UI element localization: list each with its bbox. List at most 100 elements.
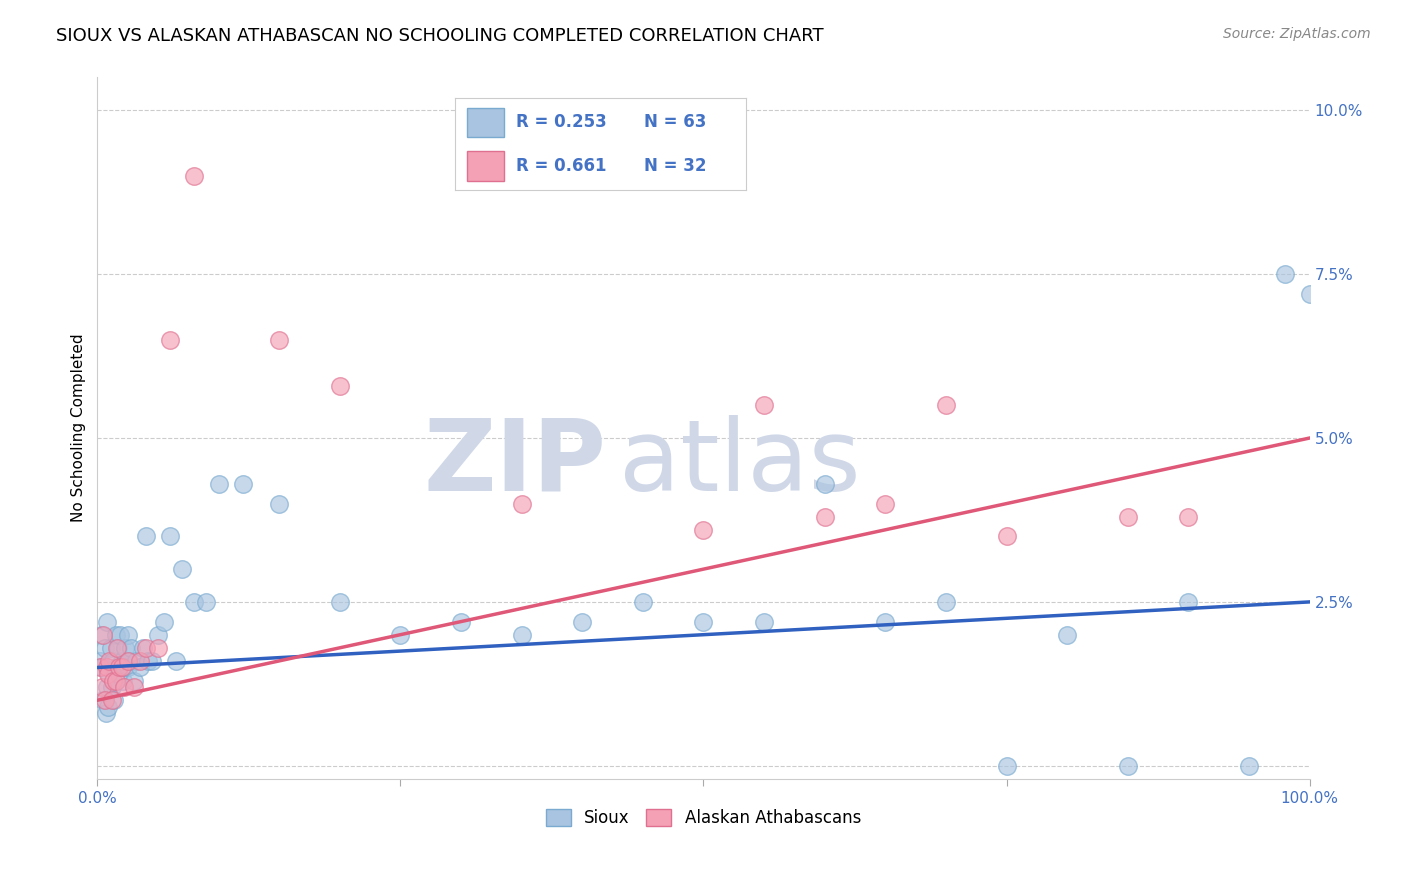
Point <box>101 693 124 707</box>
Point <box>100 640 122 655</box>
Point <box>93 628 115 642</box>
Point <box>97 699 120 714</box>
Point <box>112 680 135 694</box>
Point <box>118 654 141 668</box>
Point <box>1237 759 1260 773</box>
Point <box>389 628 412 642</box>
Point <box>122 680 145 694</box>
Point <box>101 680 124 694</box>
Point <box>153 615 176 629</box>
Point <box>101 673 124 688</box>
Point <box>183 169 205 183</box>
Point <box>132 640 155 655</box>
Point <box>159 333 181 347</box>
Point <box>752 615 775 629</box>
Point <box>117 628 139 642</box>
Point <box>98 654 121 668</box>
Point <box>120 640 142 655</box>
Point <box>146 640 169 655</box>
Point <box>232 476 254 491</box>
Text: Source: ZipAtlas.com: Source: ZipAtlas.com <box>1223 27 1371 41</box>
Point <box>269 497 291 511</box>
Point <box>111 673 134 688</box>
Point <box>107 640 129 655</box>
Point <box>159 529 181 543</box>
Point <box>135 640 157 655</box>
Point <box>96 660 118 674</box>
Point <box>1116 759 1139 773</box>
Point <box>105 640 128 655</box>
Point <box>117 654 139 668</box>
Point <box>110 660 132 674</box>
Text: ZIP: ZIP <box>423 415 606 512</box>
Point <box>104 628 127 642</box>
Point <box>89 660 111 674</box>
Point <box>631 595 654 609</box>
Point <box>875 615 897 629</box>
Point <box>935 595 957 609</box>
Point <box>93 693 115 707</box>
Point <box>1274 267 1296 281</box>
Point <box>108 660 131 674</box>
Point <box>136 654 159 668</box>
Point <box>104 673 127 688</box>
Point <box>329 378 352 392</box>
Point <box>96 615 118 629</box>
Point <box>122 673 145 688</box>
Point <box>875 497 897 511</box>
Point <box>128 660 150 674</box>
Point <box>112 660 135 674</box>
Point <box>98 667 121 681</box>
Point <box>110 654 132 668</box>
Point <box>207 476 229 491</box>
Point <box>995 529 1018 543</box>
Point <box>104 673 127 688</box>
Point <box>1298 286 1320 301</box>
Point <box>128 654 150 668</box>
Point <box>97 667 120 681</box>
Point <box>89 654 111 668</box>
Point <box>94 706 117 721</box>
Point <box>91 660 114 674</box>
Point <box>692 523 714 537</box>
Y-axis label: No Schooling Completed: No Schooling Completed <box>72 334 86 523</box>
Point <box>165 654 187 668</box>
Point <box>108 667 131 681</box>
Point <box>329 595 352 609</box>
Legend: Sioux, Alaskan Athabascans: Sioux, Alaskan Athabascans <box>538 802 868 834</box>
Point <box>91 680 114 694</box>
Point <box>114 640 136 655</box>
Point <box>935 398 957 412</box>
Point <box>101 654 124 668</box>
Point <box>146 628 169 642</box>
Text: atlas: atlas <box>619 415 860 512</box>
Text: SIOUX VS ALASKAN ATHABASCAN NO SCHOOLING COMPLETED CORRELATION CHART: SIOUX VS ALASKAN ATHABASCAN NO SCHOOLING… <box>56 27 824 45</box>
Point <box>1056 628 1078 642</box>
Point <box>93 640 115 655</box>
Point <box>269 333 291 347</box>
Point <box>1177 509 1199 524</box>
Point <box>814 509 837 524</box>
Point <box>125 654 148 668</box>
Point <box>510 497 533 511</box>
Point <box>110 628 132 642</box>
Point <box>183 595 205 609</box>
Point <box>172 562 194 576</box>
Point <box>103 693 125 707</box>
Point <box>117 660 139 674</box>
Point <box>1116 509 1139 524</box>
Point <box>692 615 714 629</box>
Point <box>571 615 593 629</box>
Point <box>93 693 115 707</box>
Point <box>96 680 118 694</box>
Point <box>141 654 163 668</box>
Point <box>135 529 157 543</box>
Point <box>814 476 837 491</box>
Point <box>195 595 218 609</box>
Point <box>90 628 112 642</box>
Point <box>752 398 775 412</box>
Point <box>510 628 533 642</box>
Point <box>995 759 1018 773</box>
Point <box>1177 595 1199 609</box>
Point <box>105 660 128 674</box>
